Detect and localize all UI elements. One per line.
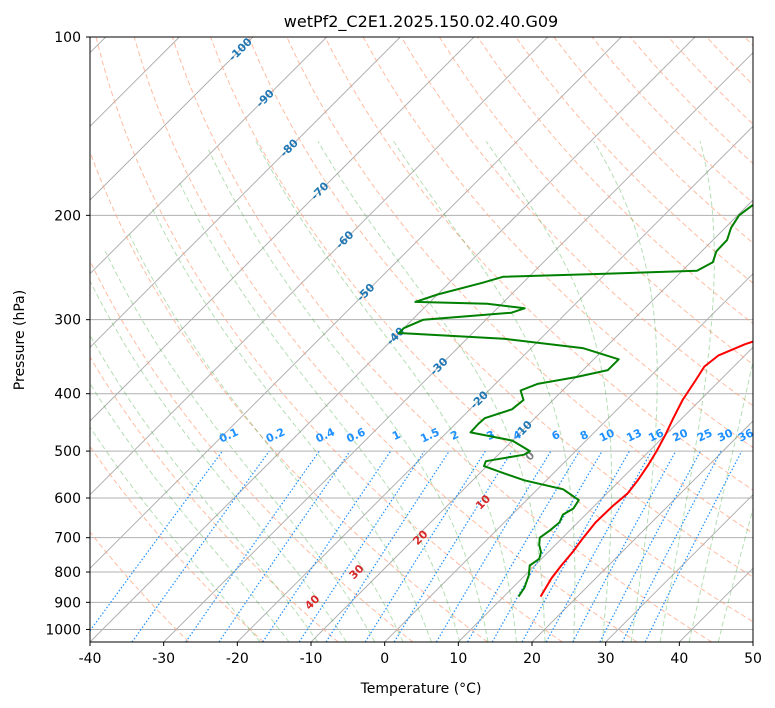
mixing-ratio-label: 30 [716,426,736,444]
isotherm-line [90,37,328,275]
mixing-ratio-line [262,450,392,642]
temperature-profile [539,340,753,598]
isotherm-line [236,125,753,642]
isotherm-line [163,51,753,642]
moist-adiabat-line [178,180,461,642]
mixing-ratio-line [131,450,270,642]
mixing-ratio-line [521,450,631,642]
moist-adiabat-line [717,506,753,642]
isotherm-line [531,420,753,642]
mixing-ratio-line [298,450,425,642]
dry-adiabat-line [171,37,712,642]
mixing-ratio-line [325,450,450,642]
dry-adiabat-line [515,37,753,284]
moist-adiabat-line [90,334,319,642]
y-tick-label: 300 [54,313,81,329]
dewpoint-profile [398,203,753,598]
mixing-ratio-line [599,450,702,642]
dry-adiabat-line [90,531,190,642]
y-tick-label: 600 [54,491,81,507]
moist-adiabat-line [208,149,489,642]
moist-adiabat-line [152,208,432,642]
mixing-ratio-label: 20 [671,426,691,444]
y-tick-label: 1000 [45,622,81,638]
mixing-ratio-line [393,450,513,642]
x-tick-label: 50 [744,651,762,667]
dry-adiabat-line [90,150,488,642]
y-axis: 100 200 300 400 500 600 700 800 900 1000 [45,30,90,638]
dry-adiabat-line [324,37,753,491]
x-tick-label: 0 [380,651,389,667]
isotherm-line [90,37,622,570]
x-tick-label: -10 [300,651,323,667]
mixing-ratio-line [90,450,223,632]
y-tick-label: 400 [54,387,81,403]
isotherm-line [90,37,696,642]
dry-adiabat-line [95,37,563,642]
y-tick-label: 200 [54,208,81,224]
isotherm-line [384,272,753,642]
y-axis-label: Pressure (hPa) [12,290,28,390]
y-tick-label: 800 [54,565,81,581]
dry-adiabat-line [438,37,753,366]
x-tick-label: -30 [152,651,175,667]
mixing-ratio-line [435,450,552,642]
y-tick-label: 900 [54,595,81,611]
isotherm-line [752,641,753,642]
mixing-ratio-line [621,450,722,642]
mixing-ratio-line [644,450,743,642]
y-tick-label: 100 [54,30,81,46]
mixing-ratio-line [185,450,320,642]
mixing-ratio-label: 16 [646,426,666,444]
moist-adiabat-line [317,141,546,642]
x-axis: -40 -30 -20 -10 0 10 20 30 40 50 [79,642,762,667]
isotherm-line [605,493,753,642]
x-tick-label: -20 [226,651,249,667]
background-lines [90,37,753,642]
dry-adiabat-line [90,445,264,642]
x-tick-label: 20 [523,651,541,667]
mixing-ratio-line [218,450,351,642]
x-axis-label: Temperature (°C) [360,681,482,697]
moist-adiabat-line [688,358,753,642]
mixing-ratio-label: 36 [736,426,756,444]
moist-adiabat-line [90,279,347,642]
moist-adiabat-line [90,382,290,642]
isotherm-line [90,37,401,349]
plot-frame [89,36,754,643]
dry-adiabat-line [133,37,638,642]
x-tick-label: 10 [449,651,467,667]
mixing-ratio-label: 13 [624,426,643,444]
x-tick-label: 40 [670,651,688,667]
profile-lines [398,203,753,598]
isotherm-line [90,37,549,496]
mixing-ratio-label: 10 [597,426,617,444]
mixing-ratio-line [572,450,677,642]
isotherm-line [457,346,753,642]
moist-adiabat-line [485,141,613,642]
chart-title: wetPf2_C2E1.2025.150.02.40.G09 [284,12,558,32]
mixing-ratio-line [364,450,486,642]
moist-adiabat-line [593,141,658,642]
mixing-ratio-label: 25 [695,426,714,444]
isotherm-line [90,37,475,422]
x-tick-label: -40 [79,651,102,667]
moist-adiabat-line [255,141,517,642]
isotherm-line [90,37,254,201]
dry-adiabat-line [210,37,753,623]
plot-background [90,37,753,642]
dry-adiabat-line [90,356,339,642]
dry-adiabat-line [90,259,414,642]
x-tick-label: 30 [597,651,615,667]
dry-adiabat-line [248,37,753,578]
y-tick-label: 500 [54,444,81,460]
dry-adiabat-line [400,37,753,407]
y-tick-label: 700 [54,531,81,547]
